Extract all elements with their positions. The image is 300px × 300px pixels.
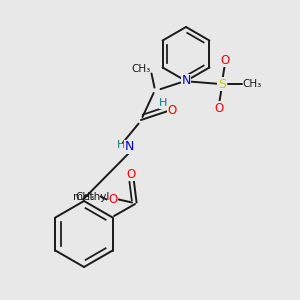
Text: N: N bbox=[181, 74, 191, 88]
Text: O: O bbox=[214, 101, 224, 115]
Text: CH₃: CH₃ bbox=[131, 64, 151, 74]
Text: S: S bbox=[218, 77, 226, 91]
Text: H: H bbox=[159, 98, 168, 109]
Text: O: O bbox=[220, 53, 230, 67]
Text: N: N bbox=[124, 140, 134, 154]
Text: methyl: methyl bbox=[74, 191, 110, 202]
Text: O: O bbox=[126, 167, 135, 181]
Text: O: O bbox=[108, 193, 117, 206]
Text: CH₃: CH₃ bbox=[242, 79, 262, 89]
Text: H: H bbox=[117, 140, 126, 151]
Text: CH₃: CH₃ bbox=[75, 191, 94, 202]
Text: O: O bbox=[168, 104, 177, 118]
